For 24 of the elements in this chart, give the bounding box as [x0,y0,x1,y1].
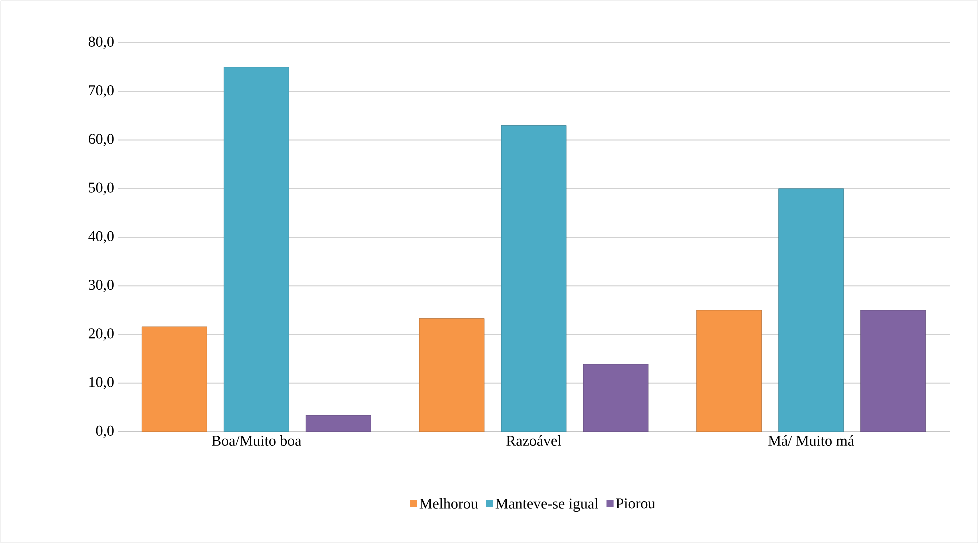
y-tick-label: 50,0 [89,182,114,195]
y-tick-label: 10,0 [90,377,114,390]
y-tick-label: 0,0 [96,426,114,438]
bar [860,310,926,432]
bar [501,125,567,432]
y-tick-label: 70,0 [89,86,114,98]
legend-label: Piorou [616,498,656,509]
bar [583,364,649,432]
y-tick-label: 30,0 [89,280,114,292]
x-tick-label: Razoável [506,436,562,446]
bar [696,310,762,432]
bar [419,318,485,432]
x-tick-label: Má/ Muito má [768,436,854,446]
bar [224,67,290,432]
y-tick-label: 40,0 [88,231,114,244]
y-tick-label: 60,0 [88,134,114,146]
y-tick-label: 80,0 [88,36,114,50]
bar [778,188,844,432]
y-tick-label: 20,0 [88,328,114,341]
bar [142,326,208,432]
bar [306,415,372,432]
legend-label: Manteve-se igual [496,498,598,512]
legend-label: Melhorou [420,498,478,509]
x-tick-label: Boa/Muito boa [212,436,302,446]
